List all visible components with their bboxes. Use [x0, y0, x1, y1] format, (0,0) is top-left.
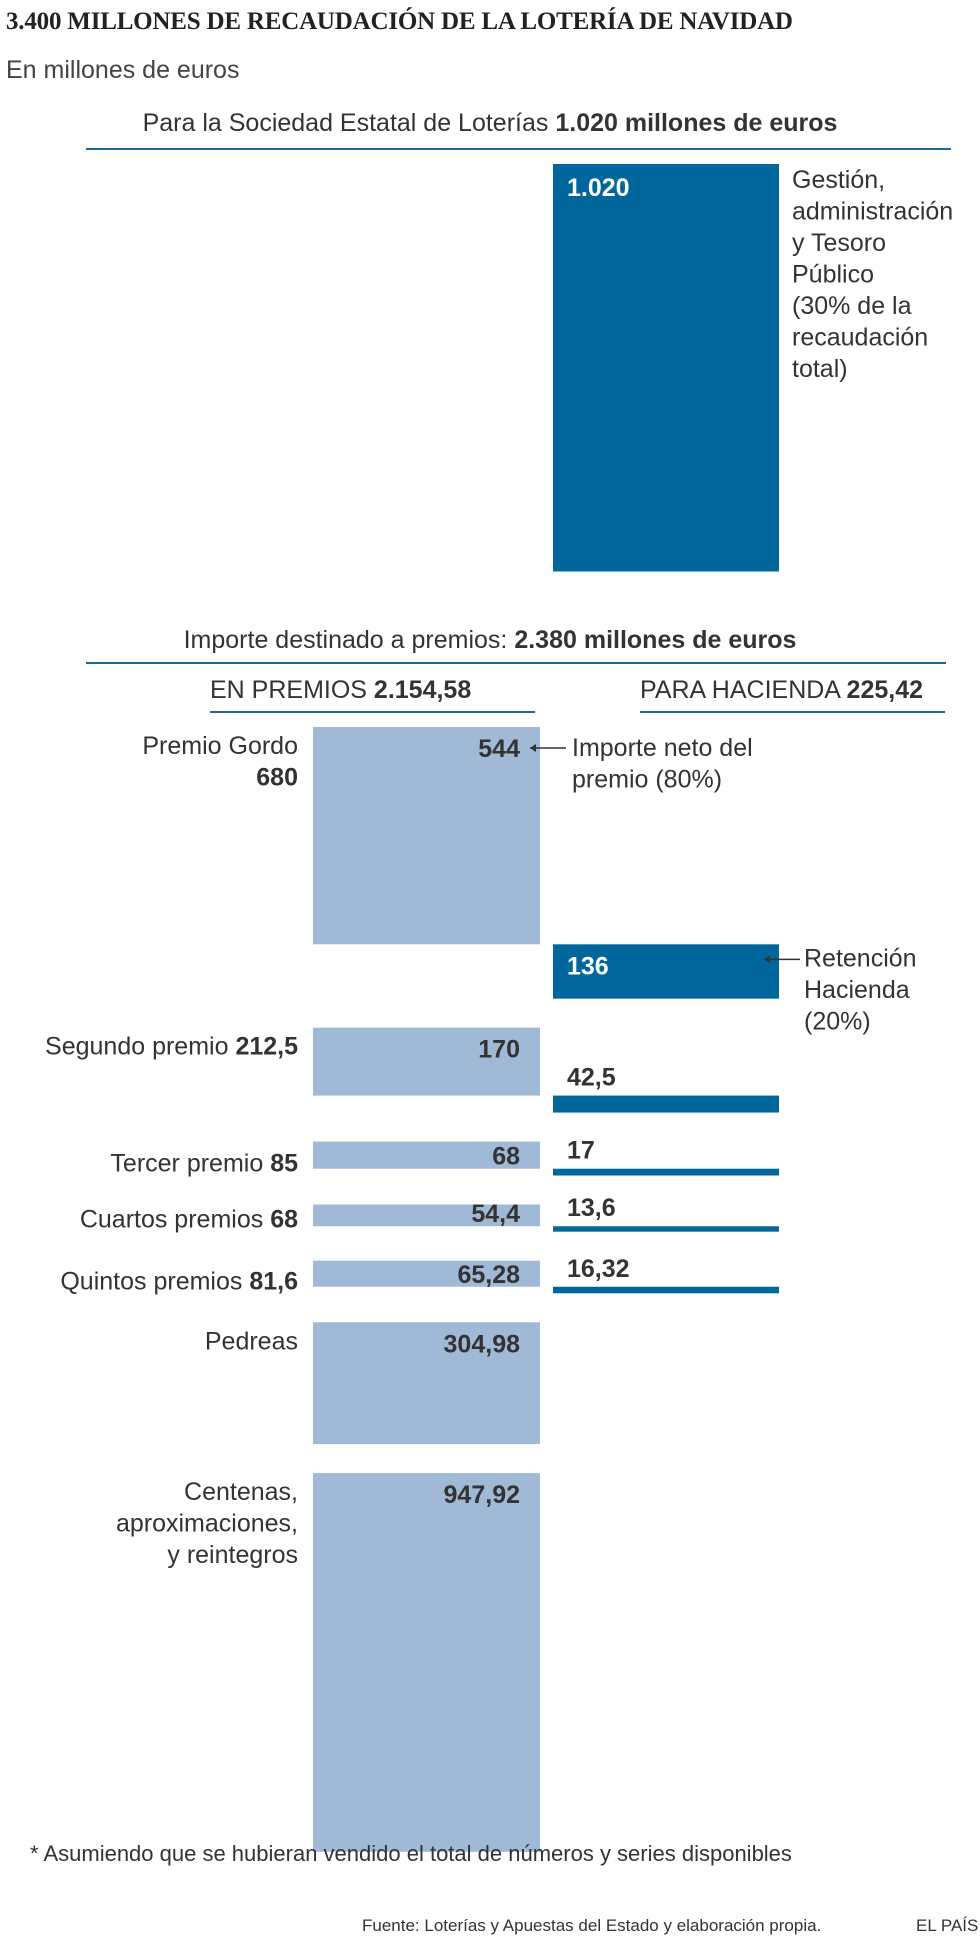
hacienda-header-text: PARA HACIENDA — [640, 676, 847, 704]
management-bar — [553, 164, 779, 572]
net-bar — [313, 1141, 540, 1169]
management-value-label: 1.020 — [567, 174, 630, 202]
management-annotation-line: Público — [792, 261, 874, 289]
en-premios-rule — [210, 711, 535, 713]
sociedad-rule — [86, 148, 951, 150]
net-value-label: 65,28 — [457, 1261, 520, 1289]
net-annotation-line: premio (80%) — [572, 766, 722, 794]
management-annotation-line: recaudación — [792, 324, 928, 352]
tax-value-label: 13,6 — [567, 1194, 616, 1222]
category-label: Premio Gordo — [142, 732, 298, 760]
tax-annotation-line: (20%) — [804, 1007, 871, 1035]
tax-value-label: 17 — [567, 1137, 595, 1165]
category-label: Segundo premio 212,5 — [45, 1033, 298, 1061]
net-value-label: 54,4 — [471, 1200, 520, 1228]
net-annotation-line: Importe neto del — [572, 734, 753, 762]
tax-value-label: 16,32 — [567, 1255, 630, 1283]
net-bar — [313, 1473, 540, 1852]
net-value-label: 304,98 — [444, 1330, 521, 1358]
net-bar — [313, 1027, 540, 1096]
prizes-header: Importe destinado a premios: 2.380 millo… — [0, 626, 980, 655]
tax-bar — [553, 1095, 779, 1113]
net-value-label: 947,92 — [444, 1481, 520, 1509]
footnote: * Asumiendo que se hubieran vendido el t… — [30, 1841, 792, 1866]
sociedad-header: Para la Sociedad Estatal de Loterías 1.0… — [0, 109, 980, 138]
brand-logo: EL PAÍS — [916, 1916, 979, 1935]
category-label: y reintegros — [167, 1541, 298, 1569]
hacienda-rule — [640, 711, 945, 713]
net-bar — [313, 1322, 540, 1445]
chart-title: 3.400 MILLONES DE RECAUDACIÓN DE LA LOTE… — [6, 8, 793, 35]
hacienda-header-amount: 225,42 — [846, 676, 924, 704]
chart-subtitle: En millones de euros — [6, 56, 240, 84]
prizes-header-amount: 2.380 millones de euros — [514, 626, 797, 654]
management-annotation-line: (30% de la — [792, 292, 912, 320]
management-annotation-line: total) — [792, 355, 848, 383]
category-label: Centenas, — [184, 1478, 298, 1506]
sociedad-header-text: Para la Sociedad Estatal de Loterías — [142, 109, 556, 137]
en-premios-header: EN PREMIOS 2.154,58 — [210, 676, 471, 705]
category-label: aproximaciones, — [116, 1510, 298, 1538]
en-premios-header-amount: 2.154,58 — [373, 676, 472, 704]
net-bar — [313, 727, 540, 945]
net-bar — [313, 1260, 540, 1287]
management-annotation-line: Gestión, — [792, 166, 885, 194]
category-label: Tercer premio 85 — [110, 1150, 298, 1178]
net-value-label: 544 — [478, 735, 520, 763]
sociedad-header-amount: 1.020 millones de euros — [555, 109, 838, 137]
prizes-header-text: Importe destinado a premios: — [183, 626, 515, 654]
tax-annotation-line: Hacienda — [804, 976, 910, 1004]
tax-bar — [553, 944, 779, 999]
net-value-label: 170 — [478, 1036, 520, 1064]
tax-bar — [553, 1286, 779, 1294]
category-label: 680 — [256, 764, 298, 792]
prizes-rule — [86, 662, 946, 664]
category-label: Cuartos premios 68 — [80, 1206, 298, 1234]
net-bar — [313, 1204, 540, 1227]
tax-value-label: 136 — [567, 952, 609, 980]
category-label: Pedreas — [205, 1327, 298, 1355]
tax-annotation-line: Retención — [804, 944, 917, 972]
hacienda-header: PARA HACIENDA 225,42 — [640, 676, 923, 705]
source-note: Fuente: Loterías y Apuestas del Estado y… — [362, 1916, 822, 1935]
en-premios-header-text: EN PREMIOS — [210, 676, 374, 704]
net-pointer-head — [530, 744, 536, 752]
category-label: Quintos premios 81,6 — [60, 1267, 298, 1295]
tax-pointer-head — [764, 955, 770, 964]
tax-bar — [553, 1226, 779, 1232]
management-annotation-line: y Tesoro — [792, 229, 886, 257]
tax-bar — [553, 1168, 779, 1176]
net-value-label: 68 — [492, 1143, 520, 1171]
management-annotation-line: administración — [792, 198, 953, 226]
tax-value-label: 42,5 — [567, 1064, 616, 1092]
